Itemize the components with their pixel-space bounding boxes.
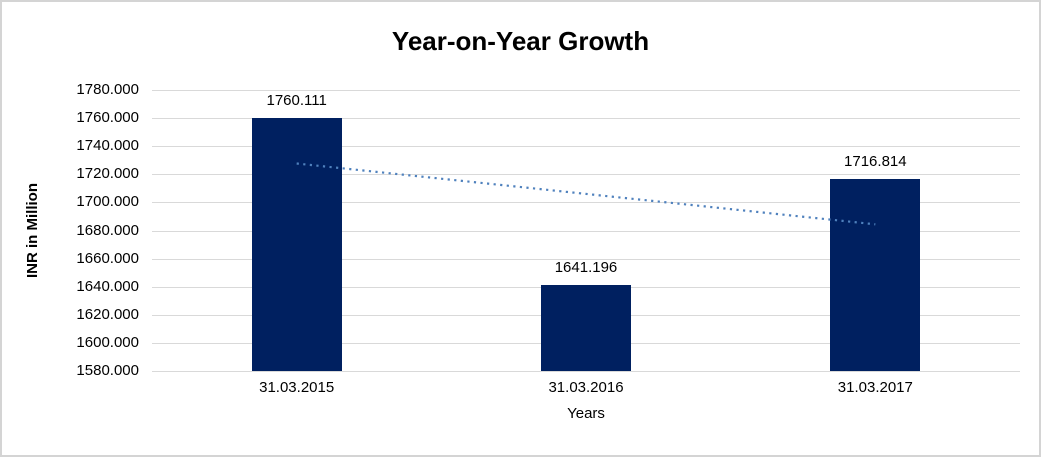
y-axis-tick-label: 1740.000 xyxy=(76,137,139,155)
trendline xyxy=(296,162,876,226)
x-axis-tick-label: 31.03.2017 xyxy=(837,379,913,396)
gridline xyxy=(152,230,1020,232)
y-axis-tick-label: 1720.000 xyxy=(76,165,139,183)
y-axis-tick-label: 1780.000 xyxy=(76,81,139,98)
x-axis-tick-label: 31.03.2015 xyxy=(259,379,335,396)
bar-31.03.2016 xyxy=(541,285,631,371)
x-axis-title: Years xyxy=(567,405,605,422)
gridline xyxy=(152,202,1020,204)
chart-title: Year-on-Year Growth xyxy=(391,26,650,56)
y-axis-tick-labels: 1580.000 1600.000 1620.000 1640.000 1660.000… xyxy=(2,81,142,379)
gridline xyxy=(152,146,1020,148)
bar-value-label: 1760.111 xyxy=(266,91,327,109)
y-axis-tick-label: 1640.000 xyxy=(76,277,139,295)
y-axis-tick-label: 1660.000 xyxy=(76,249,139,267)
y-axis-tick-label: 1700.000 xyxy=(76,193,139,211)
bar-31.03.2015 xyxy=(251,117,342,371)
bar-31.03.2017 xyxy=(830,178,921,371)
gridline xyxy=(152,174,1020,176)
gridline xyxy=(152,258,1020,260)
bar-value-label: 1716.814 xyxy=(844,152,907,170)
bar-value-label: 1641.196 xyxy=(554,259,618,277)
y-axis-tick-label: 1600.000 xyxy=(76,333,139,351)
x-axis-tick-labels: 31.03.2015 31.03.2016 31.03.2017 xyxy=(152,379,1020,399)
y-axis-tick-label: 1680.000 xyxy=(76,221,139,239)
y-axis-tick-label: 1580.000 xyxy=(76,362,139,379)
y-axis-tick-label: 1760.000 xyxy=(76,109,139,127)
gridline xyxy=(152,90,1020,91)
gridline xyxy=(152,371,1020,372)
gridline xyxy=(152,118,1020,120)
x-axis-tick-label: 31.03.2016 xyxy=(548,379,624,396)
y-axis-tick-label: 1620.000 xyxy=(76,305,139,323)
plot-area: 1760.111 1641.196 1716.814 xyxy=(152,90,1020,372)
